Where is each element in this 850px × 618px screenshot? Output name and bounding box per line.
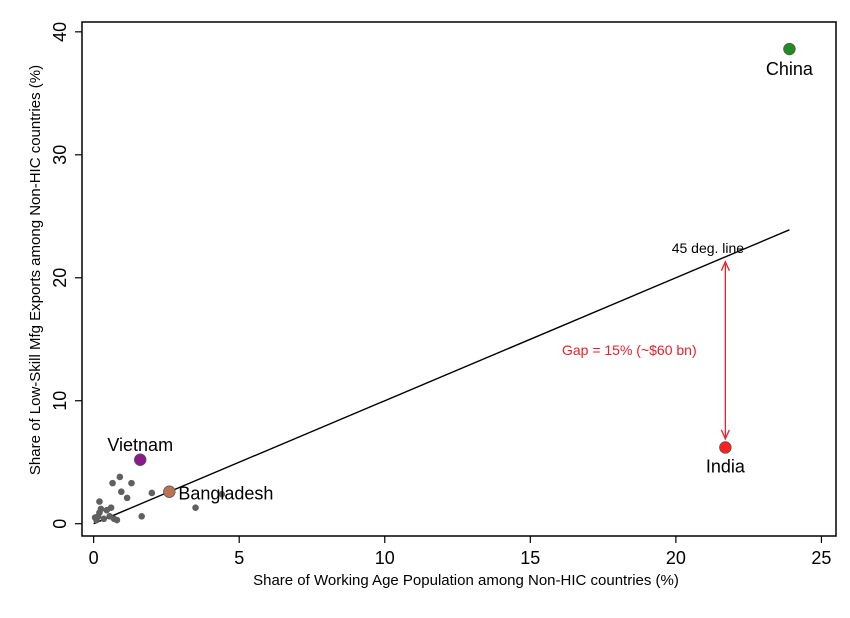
data-point [123,494,131,502]
y-tick-label: 0 [50,519,70,529]
data-point [100,515,108,523]
axes: 0 5 10 15 20 25 0 10 20 30 40 [50,21,837,568]
data-point [97,505,105,513]
data-point [128,479,135,487]
data-point [192,504,199,512]
reference-line-label: 45 deg. line [672,240,745,256]
y-tick-label: 30 [50,145,70,165]
point-label-india: India [706,456,746,476]
x-tick-label: 25 [811,548,831,568]
data-point [113,516,121,524]
point-label-china: China [766,59,814,79]
labels-group: China India Vietnam Bangladesh [107,59,814,504]
point-label-bangladesh: Bangladesh [178,484,273,504]
data-point-vietnam [134,453,147,466]
data-point [109,479,116,487]
y-tick-label: 20 [50,268,70,288]
x-tick-label: 20 [666,548,686,568]
data-point-india [719,441,732,454]
data-point [138,513,145,520]
data-point [218,490,226,498]
plot-frame [81,21,837,537]
x-tick-label: 15 [520,548,540,568]
reference-line-group: 45 deg. line Gap = 15% (~$60 bn) [93,229,790,525]
data-point [107,504,115,512]
data-point [91,514,99,521]
data-point [116,473,124,481]
x-tick-label: 0 [89,548,99,568]
x-tick-label: 10 [375,548,395,568]
x-axis-label: Share of Working Age Population among No… [253,572,679,589]
x-tick-label: 5 [234,548,244,568]
data-point [118,488,125,496]
point-label-vietnam: Vietnam [107,435,173,455]
data-point-china [783,42,796,56]
gap-arrow-head-top [720,260,730,272]
data-point [148,489,156,497]
reference-line-45deg [93,229,790,525]
data-point-bangladesh [163,485,176,498]
gap-arrow-head-bottom [720,429,730,441]
data-point [96,498,103,505]
points-group [91,42,796,524]
gap-label: Gap = 15% (~$60 bn) [562,342,697,358]
y-tick-label: 40 [50,22,70,42]
y-tick-label: 10 [50,391,70,411]
y-axis-label: Share of Low-Skill Mfg Exports among Non… [27,65,44,475]
